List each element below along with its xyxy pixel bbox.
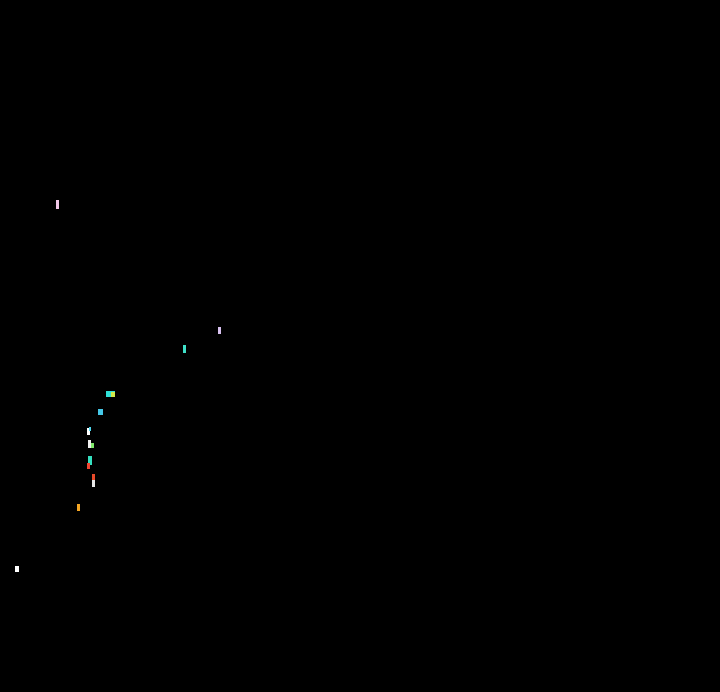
fragment-white-tick-b [88,440,91,448]
fragment-orange-red-mark [92,474,95,480]
fragment-teal-tick-c [88,456,92,465]
fragment-teal-center [183,345,186,353]
fragment-cyan-square [98,409,103,415]
fragment-cyan-tick-a [89,427,91,431]
fragment-white-bottom-left [15,566,19,572]
fragment-white-mark-lower [92,480,95,487]
fragment-lavender-center [218,327,221,334]
fragment-white-tick-a [87,428,90,435]
fragment-pink-upper-left [56,200,59,209]
fragment-cyan-green-blob [106,391,115,397]
fragment-yellow-accent [111,392,115,397]
fragment-green-tick [91,443,94,448]
fragment-red-tick [87,463,90,469]
fragment-amber-mark [77,504,80,511]
